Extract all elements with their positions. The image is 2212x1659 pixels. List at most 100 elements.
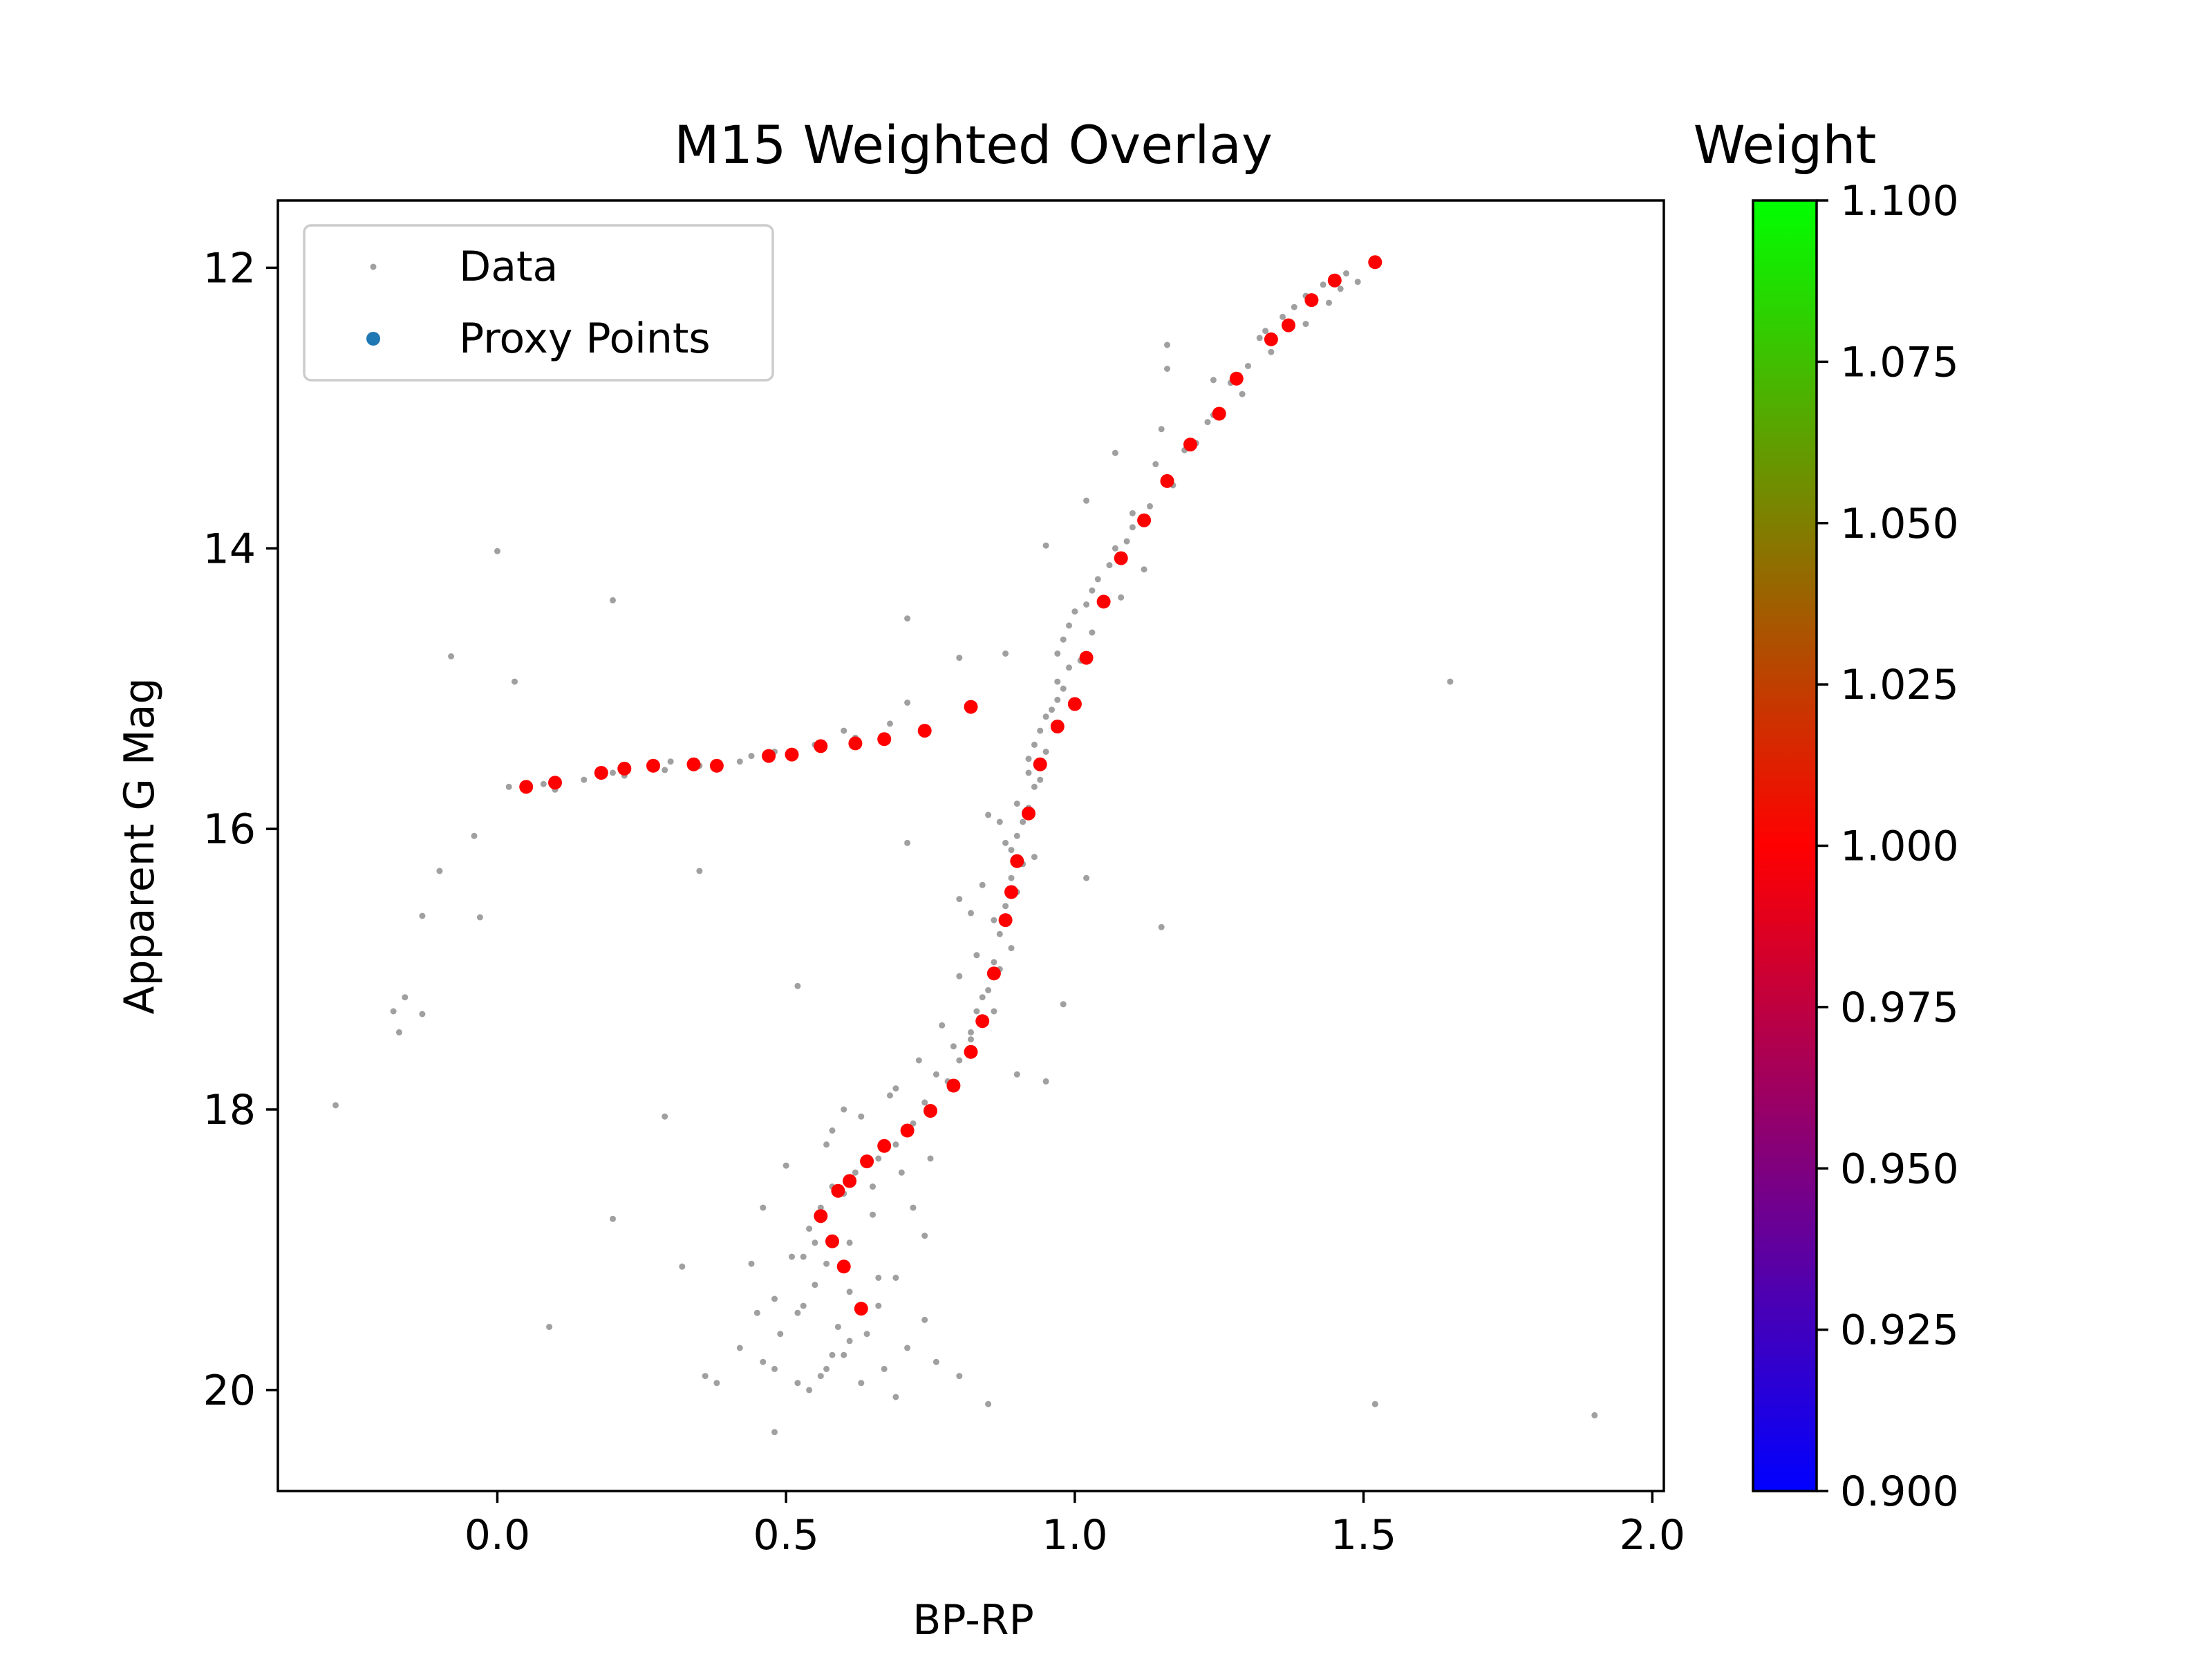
- proxy-point: [877, 1138, 892, 1153]
- data-point: [915, 1057, 922, 1064]
- data-point: [1042, 1078, 1049, 1085]
- data-point: [1025, 769, 1032, 776]
- data-point: [1008, 945, 1015, 952]
- proxy-point: [975, 1014, 990, 1029]
- proxy-point: [1229, 371, 1244, 386]
- data-point: [1013, 832, 1020, 839]
- data-point: [1118, 594, 1125, 601]
- data-point: [771, 1429, 778, 1436]
- data-point: [829, 1127, 836, 1134]
- proxy-point: [646, 758, 660, 773]
- data-point: [1112, 449, 1118, 456]
- data-point: [996, 930, 1003, 937]
- data-point: [1002, 650, 1009, 657]
- colorbar-tick-label: 1.000: [1840, 823, 1959, 871]
- data-point: [540, 780, 547, 787]
- data-point: [771, 1295, 778, 1302]
- data-point: [1262, 328, 1269, 335]
- data-point: [1054, 678, 1061, 685]
- data-point: [1089, 587, 1096, 594]
- data-point: [546, 1324, 553, 1331]
- data-point: [985, 1400, 992, 1407]
- data-point: [1042, 542, 1049, 549]
- data-point: [736, 1344, 743, 1351]
- x-tick-label: 0.0: [465, 1511, 530, 1559]
- data-point: [841, 1106, 847, 1113]
- data-point: [610, 769, 616, 776]
- plot-frame: [276, 199, 1665, 1492]
- data-point: [812, 1282, 818, 1288]
- data-point: [892, 1141, 899, 1148]
- data-point: [841, 727, 847, 734]
- proxy-point: [986, 966, 1001, 981]
- data-point: [1013, 800, 1020, 807]
- proxy-point: [917, 724, 932, 738]
- data-point: [863, 1331, 870, 1338]
- legend-label-data: Data: [459, 243, 558, 291]
- data-point: [892, 1085, 899, 1092]
- data-point: [932, 1358, 939, 1365]
- colorbar-tick-label: 0.975: [1840, 984, 1959, 1032]
- data-point: [748, 1260, 755, 1267]
- proxy-point: [1264, 332, 1278, 346]
- data-point: [332, 1102, 339, 1109]
- data-point: [1049, 706, 1055, 713]
- y-axis: 12 14 16 18 20: [203, 244, 278, 1415]
- data-point: [1245, 363, 1251, 369]
- proxy-point: [825, 1234, 839, 1248]
- data-point: [1013, 1071, 1020, 1078]
- proxy-point: [877, 732, 892, 747]
- y-tick-label: 16: [203, 805, 256, 854]
- data-point: [812, 1239, 818, 1246]
- data-point: [702, 1373, 709, 1380]
- x-tick-label: 1.5: [1331, 1511, 1396, 1559]
- data-point: [1020, 818, 1027, 825]
- data-point: [512, 678, 518, 685]
- colorbar-tick-label: 1.050: [1840, 500, 1959, 548]
- data-point: [1037, 776, 1044, 783]
- data-point: [1031, 783, 1038, 790]
- proxy-point: [814, 739, 828, 753]
- data-point: [1129, 510, 1136, 516]
- data-point: [471, 832, 478, 839]
- data-point: [419, 1011, 426, 1018]
- data-point: [395, 1029, 402, 1035]
- data-point: [927, 1155, 934, 1162]
- data-point: [610, 597, 616, 603]
- proxy-point: [848, 736, 863, 751]
- y-tick-label: 20: [203, 1367, 256, 1415]
- data-point: [991, 1008, 997, 1015]
- colorbar-title: Weight: [1694, 114, 1877, 176]
- data-point: [968, 1036, 974, 1043]
- colorbar-tick-label: 0.900: [1840, 1468, 1959, 1516]
- data-point: [1291, 303, 1297, 310]
- data-point: [846, 1239, 853, 1246]
- data-point: [1204, 419, 1211, 426]
- data-point: [904, 615, 911, 622]
- data-point: [476, 914, 483, 921]
- proxy-point: [1137, 513, 1152, 527]
- data-point: [713, 1380, 720, 1387]
- data-point: [748, 753, 755, 760]
- data-point: [1054, 650, 1061, 657]
- proxy-point: [519, 780, 534, 794]
- data-point: [973, 952, 980, 959]
- colorbar-tick-label: 1.100: [1840, 177, 1959, 225]
- data-point: [939, 1022, 946, 1029]
- data-point: [1083, 497, 1090, 504]
- y-tick-label: 14: [203, 525, 256, 573]
- proxy-point: [854, 1302, 868, 1316]
- data-point: [1060, 636, 1067, 643]
- data-point: [1060, 1001, 1067, 1008]
- data-point: [1031, 741, 1038, 748]
- x-axis: 0.0 0.5 1.0 1.5 2.0: [465, 1491, 1685, 1559]
- data-point: [1371, 1400, 1378, 1407]
- data-point: [1094, 576, 1101, 583]
- data-point: [777, 1331, 784, 1338]
- data-point: [662, 767, 668, 774]
- colorbar-tick-label: 0.950: [1840, 1145, 1959, 1193]
- data-point: [921, 1099, 928, 1106]
- data-point: [932, 1071, 939, 1078]
- legend-marker-proxy-points: [366, 332, 380, 346]
